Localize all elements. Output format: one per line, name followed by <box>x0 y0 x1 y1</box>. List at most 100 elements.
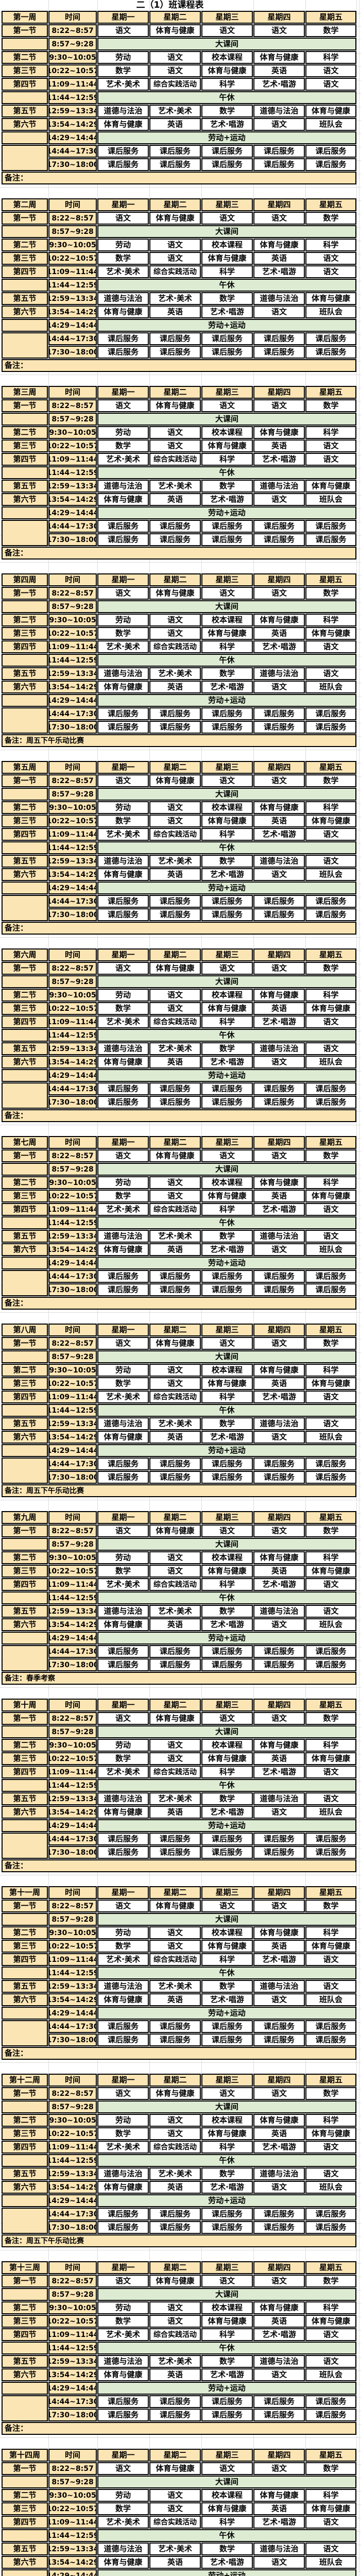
class-cell: 课后服务 <box>149 145 201 158</box>
period-label: 第五节 <box>2 1605 48 1618</box>
class-cell: 综合实践活动 <box>149 1015 201 1028</box>
class-cell: 体育与健康 <box>97 2368 149 2381</box>
class-cell: 艺术·唱游 <box>201 2556 253 2569</box>
class-cell: 艺术·美术 <box>97 453 149 466</box>
class-cell: 科学 <box>305 801 356 814</box>
class-cell: 课后服务 <box>97 2208 149 2221</box>
time-cell: 9:30~10:05 <box>48 614 97 626</box>
class-cell: 科学 <box>305 51 356 64</box>
class-cell: 艺术·美术 <box>149 105 201 117</box>
class-cell: 体育与健康 <box>97 1056 149 1069</box>
time-cell: 17:30~18:00 <box>48 2409 97 2421</box>
class-cell: 语文 <box>149 64 201 77</box>
class-cell: 语文 <box>253 1337 305 1350</box>
class-cell: 语文 <box>97 1712 149 1725</box>
time-cell: 8:57~9:28 <box>48 1163 97 1176</box>
class-cell: 数学 <box>305 2462 356 2475</box>
break-cell: 午休 <box>97 91 356 104</box>
period-label: 第一节 <box>2 212 48 225</box>
time-cell: 17:30~18:00 <box>48 908 97 921</box>
break-cell: 劳动+运动 <box>97 2569 356 2576</box>
period-label <box>2 2007 48 2020</box>
class-cell: 课后服务 <box>253 1082 305 1095</box>
time-cell: 9:30~10:05 <box>48 989 97 1002</box>
class-cell: 数学 <box>305 587 356 600</box>
class-cell: 课后服务 <box>97 707 149 720</box>
period-label: 第一节 <box>2 1900 48 1912</box>
class-cell: 课后服务 <box>97 2395 149 2408</box>
time-cell: 12:59~13:34 <box>48 2167 97 2180</box>
class-cell: 艺术·唱游 <box>253 453 305 466</box>
class-cell: 校本课程 <box>201 2489 253 2502</box>
class-cell: 体育与健康 <box>97 681 149 693</box>
class-cell: 劳动 <box>97 1739 149 1752</box>
time-cell: 13:54~14:29 <box>48 2181 97 2194</box>
period-label <box>2 1082 48 1109</box>
time-cell: 12:59~13:34 <box>48 1417 97 1430</box>
class-cell: 校本课程 <box>201 1739 253 1752</box>
class-cell: 艺术·美术 <box>149 1230 201 1243</box>
time-cell: 8:22~8:57 <box>48 1337 97 1350</box>
time-cell: 9:30~10:05 <box>48 2489 97 2502</box>
class-cell: 课后服务 <box>149 1283 201 1296</box>
period-label: 第六节 <box>2 2181 48 2194</box>
class-cell: 课后服务 <box>201 721 253 734</box>
time-column-header: 时间 <box>48 198 97 211</box>
break-cell: 劳动+运动 <box>97 1819 356 1832</box>
class-cell: 数学 <box>97 64 149 77</box>
break-cell: 午休 <box>97 1029 356 1042</box>
class-cell: 语文 <box>305 439 356 452</box>
class-cell: 综合实践活动 <box>149 2328 201 2341</box>
time-cell: 17:30~18:00 <box>48 158 97 171</box>
class-cell: 课后服务 <box>201 1645 253 1658</box>
period-label: 第六节 <box>2 2368 48 2381</box>
period-label: 第二节 <box>2 989 48 1002</box>
day-column-header: 星期四 <box>253 1324 305 1336</box>
class-cell: 体育与健康 <box>97 1431 149 1444</box>
class-cell: 课后服务 <box>253 2033 305 2046</box>
class-cell: 课后服务 <box>97 520 149 533</box>
day-column-header: 星期一 <box>97 573 149 586</box>
class-cell: 数学 <box>201 855 253 868</box>
time-cell: 11:09~11:44 <box>48 640 97 653</box>
day-column-header: 星期二 <box>149 573 201 586</box>
class-cell: 艺术·唱游 <box>201 681 253 693</box>
class-cell: 劳动 <box>97 1176 149 1189</box>
class-cell: 英语 <box>253 1752 305 1765</box>
time-cell: 11:09~11:44 <box>48 2141 97 2154</box>
class-cell: 语文 <box>149 2114 201 2127</box>
day-column-header: 星期五 <box>305 761 356 774</box>
day-column-header: 星期三 <box>201 11 253 24</box>
week-block-3: 第三周 时间 星期一 星期二 星期三 星期四 星期五 第一节 8:22~8:57 语文 体育与健康语… <box>2 386 356 560</box>
class-cell: 艺术·唱游 <box>253 265 305 278</box>
period-label: 第五节 <box>2 1417 48 1430</box>
period-label <box>2 520 48 546</box>
period-label <box>2 1270 48 1296</box>
note-cell: 备注： <box>2 1297 356 1310</box>
period-label: 第五节 <box>2 2543 48 2555</box>
class-cell: 课后服务 <box>97 346 149 359</box>
class-cell: 语文 <box>201 212 253 225</box>
week-schedule-table: 第十三周 时间 星期一 星期二 星期三 星期四 星期五 第一节 8:22~8:57 语文 体育与健康… <box>2 2261 356 2435</box>
period-label: 第六节 <box>2 1618 48 1631</box>
period-label: 第四节 <box>2 265 48 278</box>
class-cell: 劳动 <box>97 2114 149 2127</box>
day-column-header: 星期二 <box>149 1886 201 1899</box>
class-cell: 艺术·美术 <box>149 1980 201 1993</box>
class-cell: 语文 <box>201 1712 253 1725</box>
week-block-2: 第二周 时间 星期一 星期二 星期三 星期四 星期五 第一节 8:22~8:57 语文 体育与健康语… <box>2 198 356 372</box>
class-cell: 劳动 <box>97 1551 149 1564</box>
time-cell: 13:54~14:29 <box>48 1243 97 1256</box>
class-cell: 语文 <box>149 51 201 64</box>
period-label: 第二节 <box>2 801 48 814</box>
week-block-9: 第九周 时间 星期一 星期二 星期三 星期四 星期五 第一节 8:22~8:57 语文 体育与健康语… <box>2 1511 356 1685</box>
break-cell: 劳动+运动 <box>97 882 356 894</box>
class-cell: 语文 <box>253 212 305 225</box>
class-cell: 课后服务 <box>97 145 149 158</box>
class-cell: 数学 <box>97 252 149 265</box>
class-cell: 体育与健康 <box>253 1739 305 1752</box>
time-cell: 10:22~10:57 <box>48 815 97 827</box>
class-cell: 语文 <box>253 1806 305 1819</box>
class-cell: 课后服务 <box>149 1082 201 1095</box>
class-cell: 艺术·美术 <box>97 828 149 841</box>
